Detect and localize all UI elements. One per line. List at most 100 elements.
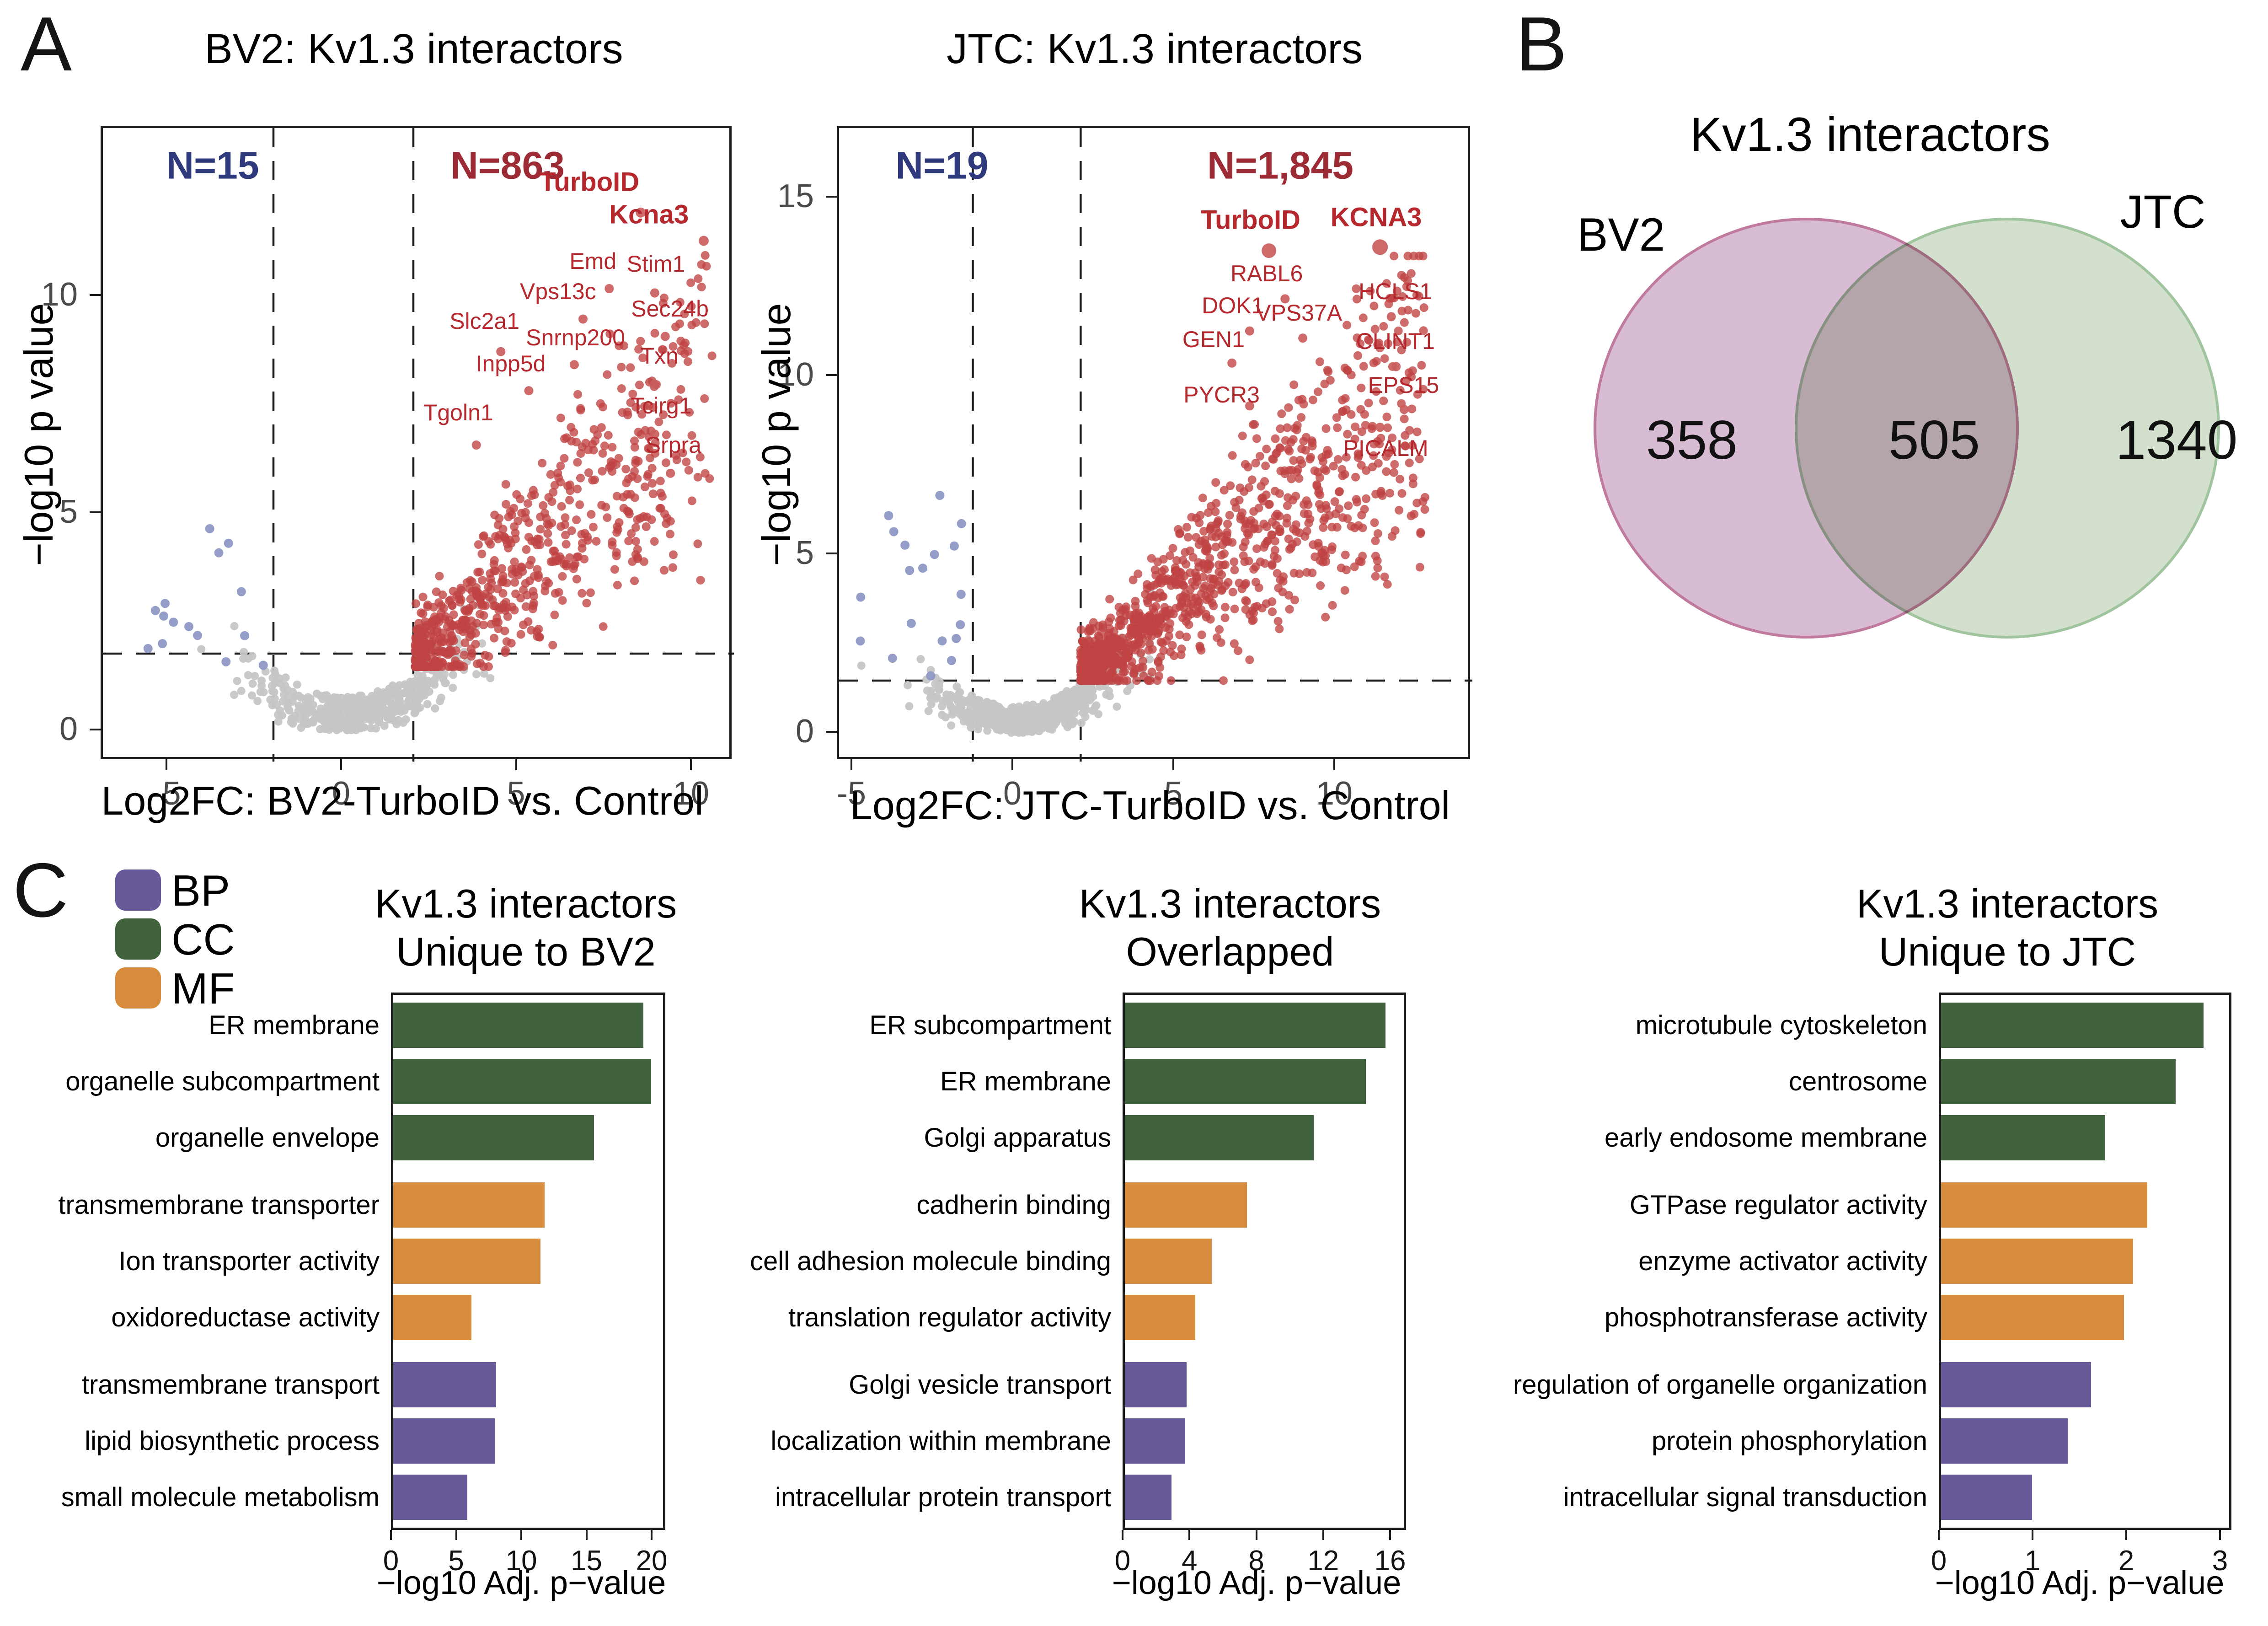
up-point — [476, 595, 485, 604]
ns-point — [413, 702, 422, 710]
down-point — [949, 541, 959, 551]
up-point — [1289, 456, 1298, 465]
up-point — [1220, 486, 1229, 495]
down-point — [884, 511, 893, 521]
down-point — [935, 491, 945, 500]
up-point — [1353, 333, 1362, 343]
ns-point — [302, 695, 311, 703]
up-point — [1389, 468, 1398, 477]
up-point — [1351, 422, 1360, 431]
up-point — [1343, 514, 1352, 523]
up-point — [586, 588, 595, 597]
up-point — [1176, 593, 1185, 602]
bar-category-label: lipid biosynthetic process — [85, 1426, 380, 1456]
ns-point — [273, 701, 281, 709]
bar-x-tick-mark — [455, 1530, 457, 1540]
bar-x-tick-mark — [2219, 1530, 2221, 1540]
up-point — [1220, 549, 1229, 558]
ns-point — [381, 693, 390, 702]
up-point — [477, 549, 487, 558]
up-point — [1357, 427, 1366, 436]
venn-count-overlap: 505 — [1888, 409, 1980, 471]
down-point — [258, 660, 268, 670]
up-point — [654, 417, 663, 426]
up-point — [584, 468, 593, 477]
up-point — [1335, 504, 1344, 513]
up-point — [417, 634, 427, 644]
up-point — [1412, 427, 1422, 436]
gene-point-sec24b — [660, 332, 670, 341]
legend-label-mf: MF — [171, 964, 235, 1013]
up-point — [1099, 674, 1108, 683]
up-point — [1330, 497, 1339, 506]
up-point — [1214, 568, 1224, 577]
ns-point — [360, 710, 369, 719]
up-point — [1228, 451, 1237, 460]
up-point — [1316, 504, 1326, 513]
up-point — [1308, 395, 1317, 404]
up-point — [1188, 553, 1198, 562]
up-point — [1252, 434, 1261, 443]
gene-point-turboid — [1262, 243, 1277, 258]
up-point — [666, 399, 675, 408]
up-point — [1268, 561, 1277, 570]
gene-label-sec24b: Sec24b — [631, 296, 709, 322]
up-point — [659, 410, 668, 419]
ns-point — [375, 715, 384, 724]
up-point — [617, 363, 626, 372]
up-point — [481, 650, 490, 660]
up-point — [1300, 509, 1309, 518]
ns-point — [971, 722, 980, 730]
up-point — [630, 576, 639, 585]
up-point — [1244, 556, 1253, 565]
up-point — [1194, 558, 1203, 567]
up-point — [1146, 627, 1155, 636]
x-tick-mark — [340, 759, 342, 770]
x-tick-mark — [165, 759, 167, 770]
up-point — [502, 499, 511, 509]
up-point — [1329, 462, 1338, 471]
ns-point — [248, 679, 257, 688]
up-point — [596, 399, 605, 408]
up-point — [1155, 588, 1165, 597]
up-point — [523, 499, 532, 508]
down-point — [160, 599, 170, 608]
up-point — [427, 631, 436, 640]
up-point — [1106, 613, 1115, 622]
x-tick-mark — [515, 759, 517, 770]
up-point — [588, 522, 598, 531]
up-point — [1341, 550, 1350, 559]
ns-point — [377, 700, 385, 709]
up-point — [694, 274, 703, 283]
up-point — [1228, 588, 1237, 597]
up-point — [1337, 465, 1347, 474]
up-point — [1116, 609, 1125, 618]
up-point — [628, 389, 637, 398]
bar-category-label: organelle envelope — [155, 1122, 380, 1153]
ns-point — [244, 654, 253, 663]
up-point — [656, 488, 665, 498]
bar-x-tick-mark — [651, 1530, 653, 1540]
up-point — [1396, 475, 1405, 484]
up-point — [1310, 466, 1319, 475]
up-point — [550, 481, 559, 490]
up-point — [1398, 292, 1407, 301]
ns-point — [1034, 722, 1043, 731]
up-point — [1304, 500, 1313, 509]
up-point — [1419, 303, 1428, 312]
up-point — [455, 625, 464, 634]
bar-go_unique_bv2-7 — [393, 1418, 495, 1464]
bar-go_unique_bv2-0 — [393, 1003, 644, 1048]
ns-point — [332, 726, 341, 735]
gene-point-tcirg1 — [650, 429, 659, 439]
up-point — [507, 539, 516, 548]
up-point — [608, 443, 617, 452]
up-point — [1179, 581, 1188, 590]
ns-point — [1102, 690, 1111, 699]
up-point — [560, 454, 569, 463]
bar-go_unique_jtc-8 — [1941, 1475, 2032, 1520]
up-point — [572, 553, 582, 562]
ns-point — [981, 719, 990, 728]
up-point — [1313, 387, 1322, 397]
ns-point — [352, 709, 361, 718]
